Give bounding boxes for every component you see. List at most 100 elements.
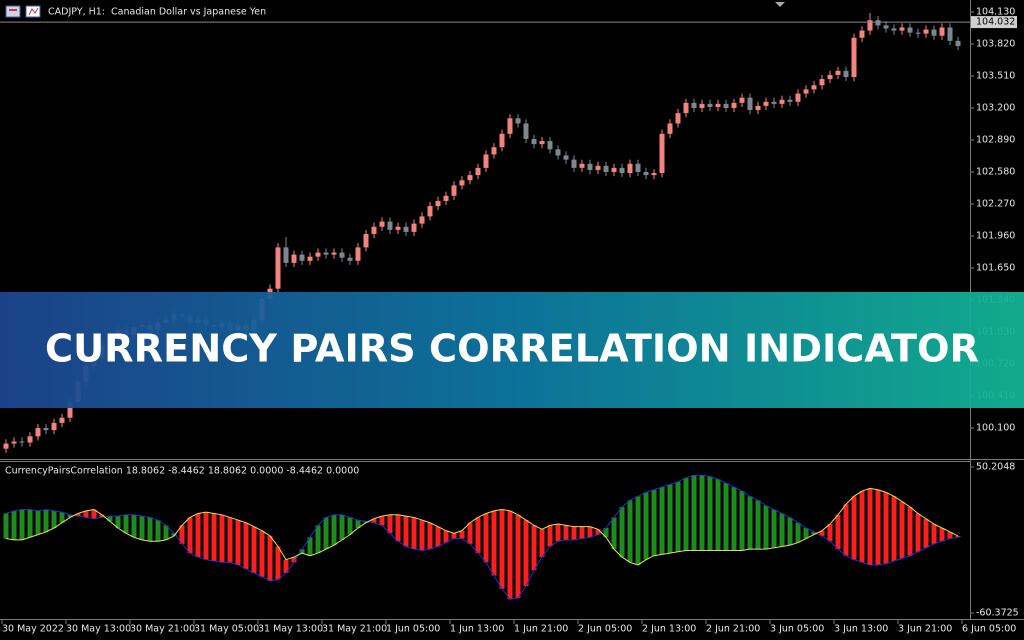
- scroll-marker[interactable]: [775, 2, 785, 7]
- y-tick-label: 100.100: [976, 423, 1015, 434]
- histogram-bar: [67, 514, 73, 518]
- icon[interactable]: [25, 5, 41, 18]
- candle-body: [43, 428, 49, 431]
- candle-body: [331, 252, 337, 255]
- histogram-bar: [955, 535, 961, 538]
- histogram-bar: [483, 513, 489, 563]
- histogram-bar: [131, 514, 137, 538]
- candle-body: [3, 443, 9, 449]
- candle-body: [923, 29, 929, 34]
- candle-body: [875, 20, 881, 26]
- x-tick-label: 6 Jun 05:00: [962, 624, 1016, 635]
- histogram-bar: [371, 518, 377, 523]
- x-tick-label: 30 May 2022: [2, 624, 64, 635]
- histogram-bar: [747, 496, 753, 550]
- histogram-bar: [339, 514, 345, 540]
- histogram-bar: [91, 509, 97, 519]
- histogram-bar: [355, 520, 361, 529]
- histogram-bar: [931, 524, 937, 544]
- candle-body: [931, 29, 937, 36]
- candle-body: [731, 102, 737, 108]
- histogram-bar: [611, 517, 617, 550]
- candle-body: [787, 99, 793, 102]
- histogram-bar: [531, 525, 537, 571]
- candle-body: [387, 221, 393, 230]
- candle-body: [715, 103, 721, 107]
- candle-body: [67, 402, 73, 418]
- histogram-bar: [387, 514, 393, 534]
- histogram-bar: [395, 514, 401, 542]
- candle-body: [19, 441, 25, 443]
- candle-body: [347, 257, 353, 261]
- candle-body: [595, 165, 601, 170]
- candle-body: [11, 441, 17, 444]
- candle-body: [843, 70, 849, 78]
- candle-body: [371, 226, 377, 234]
- candle-body: [523, 123, 529, 139]
- histogram-bar: [827, 524, 833, 542]
- histogram-bar: [451, 533, 457, 539]
- histogram-bar: [195, 513, 201, 558]
- histogram-bar: [795, 522, 801, 543]
- candle-body: [291, 254, 297, 263]
- indicator-line: [5, 474, 959, 600]
- histogram-bar: [211, 513, 217, 562]
- candle-body: [955, 40, 961, 47]
- histogram-bar: [243, 522, 249, 569]
- histogram-bar: [643, 492, 649, 560]
- x-tick-label: 30 May 13:00: [66, 624, 131, 635]
- candle-body: [907, 27, 913, 33]
- indicator-panel: 50.2048 -60.3725 30 May 2022 30 May 13:0030…: [1, 462, 1019, 635]
- candle-body: [667, 123, 673, 134]
- candle-body: [619, 167, 625, 174]
- candle-body: [355, 247, 361, 261]
- candle-body: [883, 25, 889, 29]
- candle-body: [675, 113, 681, 124]
- histogram-bar: [515, 514, 521, 598]
- histogram-bar: [619, 506, 625, 558]
- histogram-bar: [587, 526, 593, 538]
- candle-body: [803, 89, 809, 94]
- histogram-bar: [771, 509, 777, 548]
- histogram-bar: [835, 514, 841, 550]
- histogram-bar: [19, 509, 25, 540]
- x-tick-label: 1 Jun 05:00: [386, 624, 440, 635]
- candle-body: [643, 172, 649, 176]
- y-tick-label: 50.2048: [976, 462, 1015, 473]
- histogram-bar: [883, 492, 889, 564]
- histogram-bar: [571, 526, 577, 540]
- candle-body: [507, 118, 513, 134]
- candle-body: [747, 97, 753, 111]
- candle-body: [299, 254, 305, 261]
- candle-body: [275, 247, 281, 289]
- candle-body: [403, 226, 409, 232]
- candle-body: [819, 79, 825, 86]
- candle-body: [835, 70, 841, 75]
- histogram-bar: [251, 526, 257, 573]
- histogram-bar: [627, 500, 633, 563]
- candle-body: [851, 37, 857, 78]
- histogram-bar: [363, 521, 369, 523]
- histogram-bar: [739, 491, 745, 551]
- candle-body: [51, 422, 57, 431]
- histogram-bar: [107, 516, 113, 522]
- candle-body: [443, 195, 449, 201]
- x-tick-label: 1 Jun 21:00: [514, 624, 568, 635]
- histogram-bar: [683, 477, 689, 551]
- histogram-bar: [667, 484, 673, 554]
- histogram-bar: [123, 514, 129, 534]
- histogram-bar: [347, 517, 353, 535]
- candle-body: [315, 252, 321, 257]
- candle-body: [579, 163, 585, 168]
- candle-body: [283, 247, 289, 263]
- histogram-bar: [219, 514, 225, 563]
- histogram-bar: [155, 520, 161, 542]
- y-tick-label: -60.3725: [976, 608, 1019, 619]
- candle-body: [475, 167, 481, 176]
- histogram-bar: [267, 535, 273, 581]
- y-tick-label: 103.510: [976, 70, 1015, 81]
- histogram-bar: [419, 520, 425, 551]
- banner: CURRENCY PAIRS CORRELATION INDICATOR: [0, 292, 1024, 408]
- candle-body: [27, 436, 33, 443]
